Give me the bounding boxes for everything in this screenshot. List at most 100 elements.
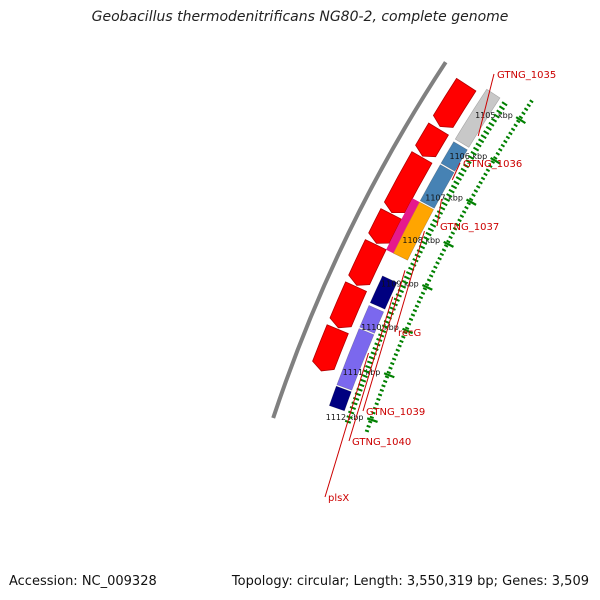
outer-tick	[425, 231, 432, 237]
minor-tick	[510, 127, 516, 132]
label-layer: GTNG_1035 GTNG_1036 GTNG_1037 recG GTNG_1039…	[324, 70, 556, 504]
reverse-gene-block	[328, 385, 352, 412]
tick-label: 1112 kbp	[326, 413, 364, 422]
reverse-gene-block	[359, 305, 385, 334]
outer-tick	[470, 150, 477, 156]
outer-tick	[427, 227, 434, 233]
minor-tick	[399, 339, 404, 344]
outer-tick	[353, 396, 360, 401]
outer-tick	[501, 101, 508, 107]
outer-tick	[389, 306, 396, 311]
major-tick	[421, 283, 433, 291]
tick-label: 1111 kbp	[343, 368, 381, 377]
minor-tick	[408, 317, 414, 322]
gene-leader-line	[362, 270, 406, 412]
major-tick	[465, 198, 477, 206]
minor-tick	[488, 164, 493, 169]
minor-tick	[382, 379, 388, 384]
outer-tick	[485, 125, 492, 131]
outer-tick	[460, 167, 467, 173]
minor-tick	[371, 411, 376, 415]
major-tick	[443, 240, 454, 248]
minor-tick	[367, 420, 373, 424]
outer-tick	[475, 142, 482, 148]
tick-label: 1110 kbp	[361, 323, 399, 332]
forward-gene-arrow	[329, 281, 368, 329]
minor-tick	[397, 344, 402, 348]
outer-tick	[361, 374, 368, 379]
minor-tick	[508, 131, 513, 136]
minor-tick	[466, 201, 472, 206]
minor-tick	[376, 397, 381, 401]
outer-tick	[374, 342, 381, 347]
minor-tick	[422, 287, 428, 291]
reverse-gene-block	[440, 141, 468, 172]
minor-tick	[433, 265, 438, 270]
minor-tick	[523, 107, 529, 112]
outer-tick	[446, 193, 453, 198]
minor-tick	[390, 361, 395, 366]
outer-tick	[480, 134, 487, 140]
outer-tick	[412, 257, 419, 263]
reverse-gene-block	[419, 164, 455, 209]
minor-tick	[448, 235, 453, 240]
outer-tick	[432, 218, 439, 224]
outer-tick	[434, 214, 441, 220]
forward-gene-arrow	[368, 208, 402, 244]
minor-tick	[471, 193, 476, 198]
minor-tick	[437, 256, 442, 261]
minor-tick	[459, 214, 465, 218]
minor-tick	[388, 366, 393, 370]
minor-tick	[480, 176, 486, 181]
accession-text: Accession: NC_009328	[9, 574, 157, 589]
minor-tick	[503, 139, 508, 144]
outer-tick	[458, 171, 465, 177]
outer-tick	[363, 369, 370, 374]
minor-tick	[372, 406, 378, 410]
outer-tick	[401, 279, 409, 285]
minor-tick	[443, 244, 449, 248]
minor-tick	[495, 151, 501, 156]
minor-tick	[473, 189, 479, 193]
minor-tick	[366, 424, 371, 429]
minor-tick	[420, 291, 426, 295]
minor-tick	[384, 375, 390, 379]
strand-layer	[312, 77, 501, 412]
minor-tick	[452, 227, 458, 231]
major-tick	[366, 417, 378, 424]
minor-tick	[513, 123, 518, 128]
outer-tick	[421, 240, 428, 245]
minor-tick	[416, 300, 422, 304]
minor-tick	[406, 322, 412, 326]
minor-tick	[402, 330, 408, 335]
outer-tick	[498, 105, 505, 111]
minor-tick	[377, 393, 383, 397]
tick-label: 1109 kbp	[381, 279, 419, 288]
major-tick	[402, 327, 414, 335]
cog-magenta-band	[386, 198, 420, 254]
minor-tick	[521, 111, 526, 116]
outer-tick	[349, 406, 356, 410]
outer-tick	[478, 138, 485, 144]
gene-label: GTNG_1040	[352, 437, 411, 448]
outer-tick	[366, 360, 374, 365]
reverse-gene-block	[392, 201, 435, 261]
reverse-gene-block	[454, 88, 501, 148]
minor-tick	[518, 115, 524, 120]
minor-tick	[418, 295, 424, 300]
outer-tick	[455, 176, 462, 181]
gene-leader-line	[324, 352, 369, 498]
outer-tick	[405, 271, 413, 276]
minor-tick	[439, 252, 445, 257]
minor-tick	[500, 143, 506, 148]
gene-leader-line	[436, 198, 443, 227]
major-tick	[490, 156, 501, 165]
outer-tick	[351, 401, 358, 406]
minor-tick	[485, 168, 491, 173]
minor-tick	[393, 352, 399, 357]
minor-tick	[468, 197, 474, 202]
minor-tick	[401, 335, 406, 339]
gene-label: GTNG_1035	[497, 70, 556, 81]
forward-gene-arrow	[312, 324, 349, 372]
